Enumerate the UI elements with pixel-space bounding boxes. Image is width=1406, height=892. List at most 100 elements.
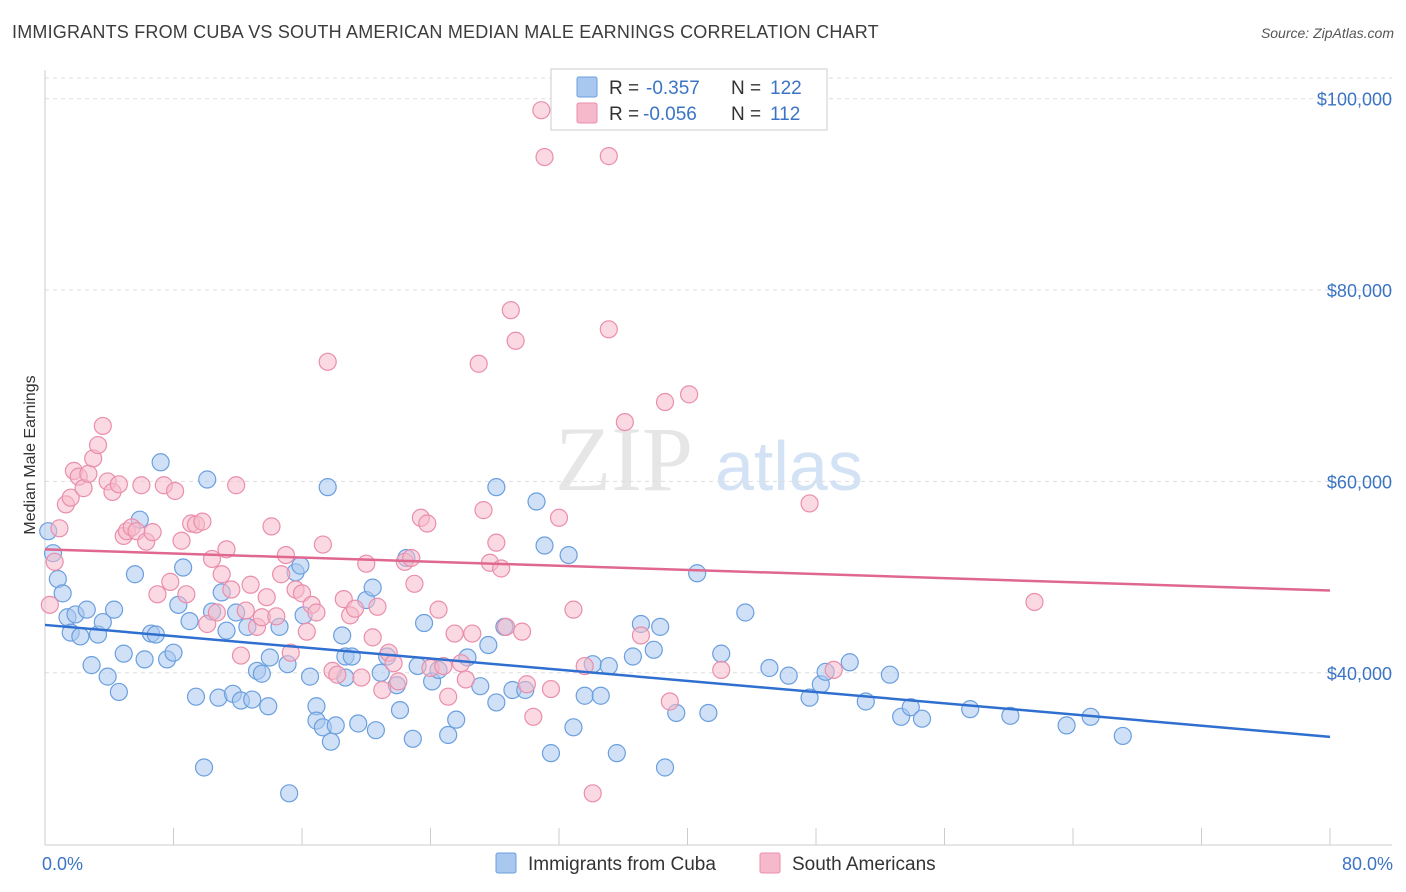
data-point	[445, 624, 464, 643]
data-point	[644, 640, 663, 659]
y-tick-labels: $40,000 $60,000 $80,000 $100,000	[1317, 90, 1392, 684]
data-point	[241, 575, 260, 594]
data-point	[524, 707, 543, 726]
data-point	[198, 470, 217, 489]
data-point	[166, 481, 185, 501]
data-point	[384, 654, 403, 673]
data-point	[402, 548, 421, 568]
data-point	[880, 665, 899, 684]
data-point	[186, 687, 206, 706]
data-point	[194, 758, 214, 777]
trend-lines	[44, 548, 1331, 739]
data-point	[357, 554, 376, 573]
data-point	[447, 710, 466, 729]
data-point	[174, 558, 193, 577]
data-point	[479, 635, 498, 655]
data-point	[575, 686, 594, 705]
data-point	[912, 709, 932, 728]
data-point	[487, 533, 506, 552]
data-point	[297, 622, 316, 641]
data-point	[300, 667, 320, 686]
trend-line-cuba	[44, 623, 1331, 739]
data-point	[623, 647, 642, 666]
data-point	[109, 682, 128, 702]
data-point	[961, 700, 980, 719]
data-point	[800, 494, 819, 513]
data-point	[688, 564, 707, 583]
data-point	[217, 540, 236, 559]
stats-legend-r-pink: -0.056	[643, 104, 697, 125]
data-point	[143, 523, 162, 542]
data-point	[840, 653, 859, 672]
data-point	[390, 700, 410, 720]
data-point	[307, 603, 326, 622]
legend-swatch-cuba	[495, 852, 517, 874]
data-point	[680, 385, 699, 404]
bottom-legend: Immigrants from Cuba South Americans	[495, 852, 936, 875]
series-south-americans	[40, 101, 1044, 803]
data-point	[1113, 726, 1132, 746]
data-point	[280, 784, 299, 803]
data-point	[487, 693, 506, 712]
data-point	[291, 556, 310, 575]
y-axis-title: Median Male Earnings	[22, 375, 39, 534]
data-point	[712, 644, 731, 663]
data-point	[532, 101, 551, 120]
data-point	[631, 626, 651, 645]
chart-title: IMMIGRANTS FROM CUBA VS SOUTH AMERICAN M…	[12, 22, 879, 42]
data-point	[161, 572, 180, 591]
data-point	[779, 666, 798, 685]
data-point	[267, 607, 286, 626]
data-point	[463, 624, 482, 643]
legend-label-south-americans: South Americans	[792, 854, 936, 875]
data-point	[615, 412, 634, 432]
stats-legend-swatch-pink	[576, 102, 598, 124]
data-point	[243, 690, 262, 709]
data-point	[61, 488, 80, 507]
data-point	[82, 656, 101, 675]
stats-legend: R = -0.357 N = 122 R = -0.056 N = 112	[550, 68, 828, 131]
data-point	[405, 574, 424, 593]
axes	[44, 70, 1392, 846]
data-point	[222, 580, 241, 599]
data-point	[326, 716, 345, 735]
data-point	[496, 617, 516, 636]
legend-swatch-south-americans	[759, 852, 781, 874]
data-point	[474, 501, 493, 520]
x-tick-labels: 0.0% 80.0%	[42, 854, 1393, 874]
data-point	[172, 531, 191, 550]
data-point	[276, 545, 296, 565]
data-point	[512, 622, 532, 641]
data-point	[313, 535, 332, 554]
stats-legend-n-label: N =	[731, 104, 761, 125]
data-point	[366, 721, 385, 740]
data-point	[363, 628, 382, 647]
data-point	[456, 670, 475, 689]
watermark: ZIP atlas	[555, 408, 863, 510]
data-point	[655, 758, 675, 777]
data-point	[429, 600, 448, 619]
data-point	[180, 612, 199, 631]
data-point	[77, 600, 96, 619]
data-point	[50, 519, 69, 538]
data-point	[93, 416, 112, 436]
data-point	[599, 320, 618, 339]
data-point	[114, 644, 133, 663]
source-credit: Source: ZipAtlas.com	[1260, 25, 1394, 41]
data-point	[451, 654, 471, 673]
data-point	[1001, 706, 1020, 725]
data-point	[517, 675, 536, 694]
data-point	[281, 643, 300, 662]
data-point	[53, 584, 72, 603]
data-point	[79, 464, 98, 483]
data-point	[318, 352, 337, 371]
data-point	[1025, 592, 1044, 612]
data-point	[699, 703, 718, 723]
data-point	[252, 664, 271, 683]
data-point	[418, 514, 437, 533]
data-point	[591, 686, 610, 705]
data-point	[212, 565, 231, 584]
data-point	[506, 331, 525, 350]
data-point	[88, 435, 108, 455]
stats-legend-swatch-blue	[576, 76, 598, 98]
